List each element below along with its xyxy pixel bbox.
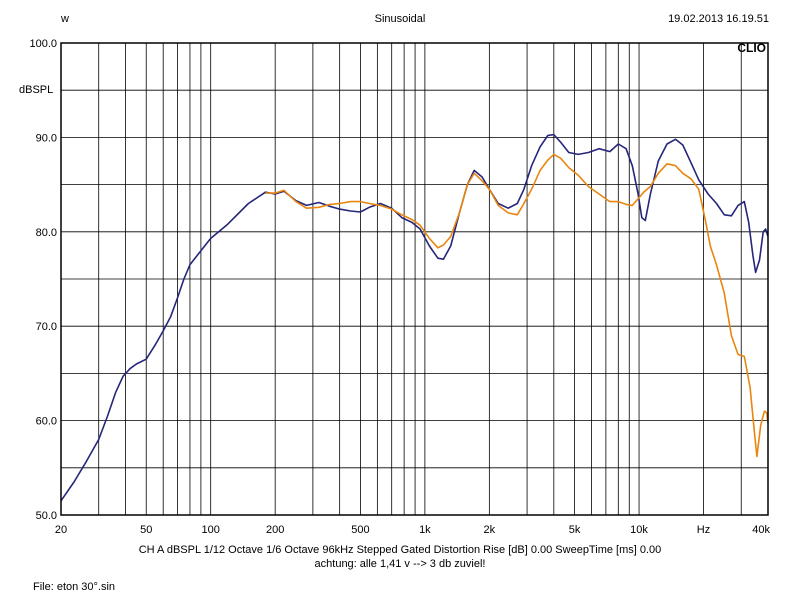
plot-border bbox=[60, 42, 769, 516]
x-tick-label: 40k bbox=[752, 524, 770, 536]
y-tick-labels: 100.0 90.0 80.0 70.0 60.0 50.0 bbox=[29, 38, 57, 522]
measurement-note: achtung: alle 1,41 v --> 3 db zuviel! bbox=[314, 558, 486, 570]
x-tick-label: Hz bbox=[697, 524, 710, 536]
x-tick-label: 10k bbox=[630, 524, 648, 536]
x-tick-label: 100 bbox=[202, 524, 220, 536]
series-line-2 bbox=[265, 153, 769, 458]
header-left-label: w bbox=[61, 13, 69, 25]
y-tick-label: 60.0 bbox=[36, 416, 57, 428]
chart-mode-title: Sinusoidal bbox=[374, 13, 426, 25]
y-tick-label: 50.0 bbox=[36, 510, 57, 522]
x-tick-label: 1k bbox=[419, 524, 431, 536]
timestamp: 19.02.2013 16.19.51 bbox=[668, 13, 769, 25]
y-tick-label: 70.0 bbox=[36, 321, 57, 333]
measurement-settings-line: CH A dBSPL 1/12 Octave 1/6 Octave 96kHz … bbox=[138, 544, 662, 556]
y-axis-label: dBSPL bbox=[19, 84, 53, 96]
series-layer bbox=[60, 133, 769, 502]
x-tick-labels: 20 50 100 200 500 1k 2k 5k 10k Hz 40k bbox=[55, 524, 771, 536]
x-tick-label: 50 bbox=[140, 524, 152, 536]
x-tick-label: 2k bbox=[484, 524, 496, 536]
y-tick-label: 90.0 bbox=[36, 132, 57, 144]
y-tick-label: 100.0 bbox=[29, 38, 57, 50]
grid-layer bbox=[61, 43, 768, 515]
series-line-1 bbox=[60, 133, 769, 502]
clio-logo: CLIO bbox=[737, 41, 766, 55]
y-tick-label: 80.0 bbox=[36, 227, 57, 239]
x-tick-label: 200 bbox=[266, 524, 284, 536]
x-tick-label: 500 bbox=[351, 524, 369, 536]
x-tick-label: 5k bbox=[569, 524, 581, 536]
file-name-label: File: eton 30°.sin bbox=[33, 581, 116, 593]
x-tick-label: 20 bbox=[55, 524, 67, 536]
